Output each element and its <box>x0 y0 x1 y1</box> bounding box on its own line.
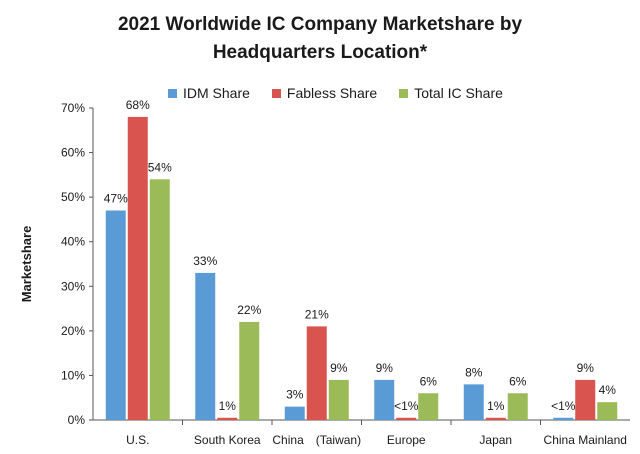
data-label: 22% <box>237 303 261 317</box>
y-tick-label: 20% <box>61 324 85 338</box>
bar <box>396 417 417 420</box>
data-label: 33% <box>193 254 217 268</box>
data-label: 1% <box>219 399 237 413</box>
legend-item-total: Total IC Share <box>399 85 503 101</box>
legend-label-idm: IDM Share <box>183 85 250 101</box>
bar <box>239 321 260 420</box>
bar <box>597 402 618 420</box>
data-label: <1% <box>394 399 419 413</box>
bar <box>553 417 574 420</box>
bar <box>127 116 148 421</box>
x-tick-label: South Korea <box>194 433 261 447</box>
legend-item-idm: IDM Share <box>168 85 250 101</box>
data-label: 6% <box>509 374 527 388</box>
bar <box>485 417 506 420</box>
data-label: 9% <box>376 361 394 375</box>
data-label: 21% <box>305 307 329 321</box>
x-tick-label: U.S. <box>126 433 149 447</box>
data-label: 6% <box>420 374 438 388</box>
chart-title-line1: 2021 Worldwide IC Company Marketshare by <box>117 14 523 35</box>
legend-swatch-total <box>399 88 409 98</box>
chart-title-line2: Headquarters Location* <box>212 42 428 63</box>
y-tick-label: 60% <box>61 146 85 160</box>
data-label: 68% <box>126 98 150 112</box>
legend-label-total: Total IC Share <box>414 85 503 101</box>
data-label: 3% <box>286 388 304 402</box>
y-tick-label: 30% <box>61 279 85 293</box>
data-label: 4% <box>599 383 617 397</box>
legend-item-fabless: Fabless Share <box>271 85 378 101</box>
data-label: <1% <box>551 399 576 413</box>
bar <box>306 326 327 420</box>
y-axis-label: Marketshare <box>19 226 34 303</box>
bar <box>328 379 349 420</box>
data-label: 8% <box>465 365 483 379</box>
x-tick-label: Europe <box>387 433 426 447</box>
x-tick-label: China (Taiwan) <box>272 433 361 447</box>
bar <box>507 393 528 420</box>
x-tick-label: China Mainland <box>544 433 627 447</box>
bar <box>149 179 170 420</box>
legend-swatch-idm <box>168 88 177 98</box>
chart-legend: IDM Share Fabless Share Total IC Share <box>168 85 525 101</box>
data-label: 1% <box>487 399 505 413</box>
y-tick-label: 50% <box>61 190 85 204</box>
bar <box>217 417 238 420</box>
x-tick-label: Japan <box>479 433 512 447</box>
legend-swatch-fabless <box>271 88 281 98</box>
bar <box>195 272 216 420</box>
bar <box>105 210 126 420</box>
bar <box>284 406 305 420</box>
data-label: 9% <box>330 361 348 375</box>
data-label: 54% <box>148 160 172 174</box>
y-tick-label: 10% <box>61 368 85 382</box>
bar <box>575 379 596 420</box>
data-label: 9% <box>577 361 595 375</box>
legend-label-fabless: Fabless Share <box>286 85 378 101</box>
y-tick-label: 40% <box>61 235 85 249</box>
y-tick-label: 70% <box>61 101 85 115</box>
data-label: 47% <box>104 192 128 206</box>
y-tick-label: 0% <box>68 413 86 427</box>
bar <box>418 393 439 420</box>
bar <box>374 379 395 420</box>
bar <box>463 384 484 420</box>
